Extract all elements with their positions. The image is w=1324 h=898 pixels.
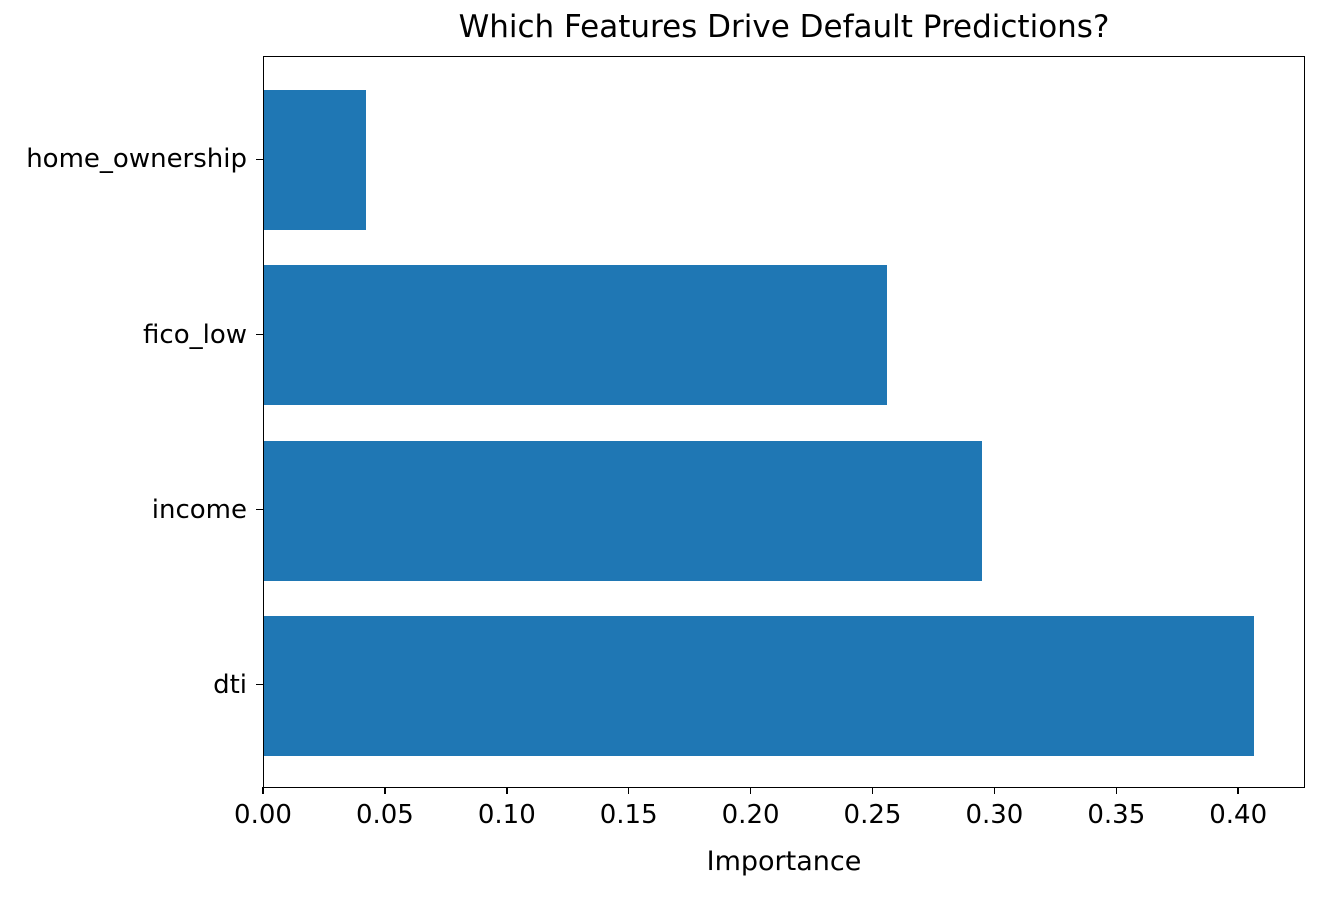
x-tick-label: 0.35 [1087, 800, 1146, 830]
x-tick-label: 0.05 [355, 800, 414, 830]
y-tick-label-home_ownership: home_ownership [26, 144, 247, 175]
x-tick-mark [627, 787, 630, 794]
x-axis-label: Importance [706, 846, 862, 877]
y-tick-mark [256, 333, 263, 336]
plot-area [263, 56, 1305, 788]
x-tick-mark [871, 787, 874, 794]
x-tick-mark [749, 787, 752, 794]
x-tick-mark [506, 787, 508, 794]
y-tick-mark [256, 683, 263, 686]
x-tick-label: 0.15 [599, 800, 658, 830]
y-tick-mark [256, 158, 263, 161]
x-tick-label: 0.10 [477, 800, 536, 830]
bar-fico_low [264, 265, 887, 406]
bar-income [264, 440, 982, 581]
x-tick-label: 0.20 [721, 800, 780, 830]
bar-home_ownership [264, 90, 367, 231]
x-tick-mark [384, 787, 386, 794]
x-tick-label: 0.40 [1209, 800, 1268, 830]
x-tick-mark [1115, 787, 1118, 794]
y-tick-mark [256, 508, 263, 511]
x-tick-mark [993, 787, 996, 794]
x-tick-label: 0.00 [234, 800, 292, 830]
chart-title: Which Features Drive Default Predictions… [458, 9, 1110, 45]
x-tick-label: 0.30 [965, 800, 1024, 830]
y-tick-label-dti: dti [213, 669, 247, 700]
bar-dti [264, 615, 1255, 756]
x-tick-label: 0.25 [843, 800, 902, 830]
y-tick-label-fico_low: fico_low [143, 319, 247, 350]
x-tick-mark [262, 787, 264, 794]
y-tick-label-income: income [151, 494, 247, 525]
x-tick-mark [1237, 787, 1239, 794]
